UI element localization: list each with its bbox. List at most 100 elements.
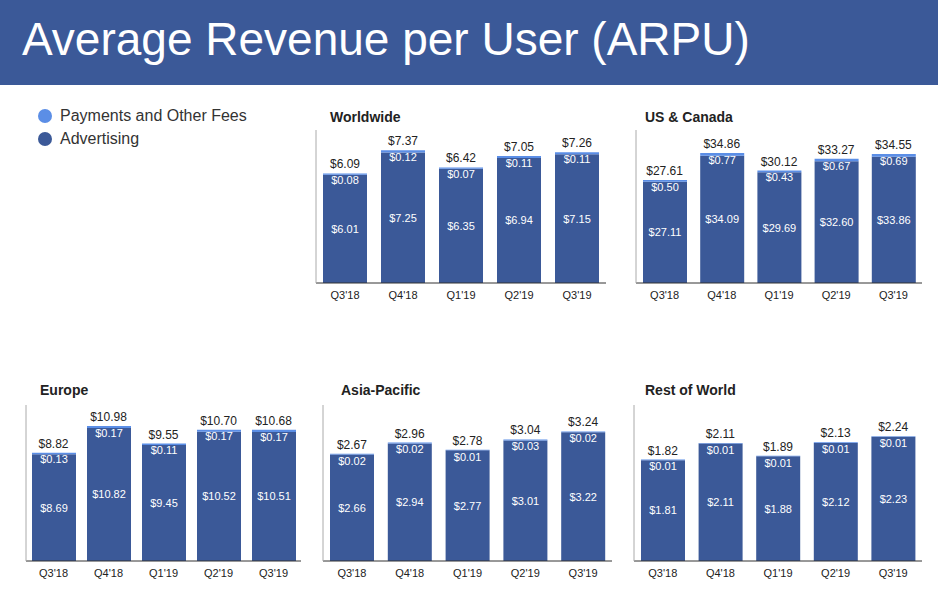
svg-text:$3.22: $3.22 [569,491,597,503]
svg-text:$6.94: $6.94 [505,214,533,226]
svg-text:$7.15: $7.15 [563,213,591,225]
svg-text:$0.69: $0.69 [880,155,908,167]
svg-text:$0.11: $0.11 [564,153,591,165]
svg-text:$0.01: $0.01 [649,460,677,472]
svg-text:$0.50: $0.50 [651,181,679,193]
svg-text:$27.61: $27.61 [646,164,683,178]
svg-text:$2.13: $2.13 [821,426,851,440]
svg-text:Q2'19: Q2'19 [821,567,850,579]
svg-text:$0.03: $0.03 [512,440,540,452]
svg-text:Q1'19: Q1'19 [446,289,475,301]
svg-text:Q4'18: Q4'18 [706,567,735,579]
svg-text:Q4'18: Q4'18 [94,567,123,579]
svg-text:$0.11: $0.11 [506,157,533,169]
svg-text:$3.04: $3.04 [510,423,540,437]
svg-text:Q3'18: Q3'18 [650,289,679,301]
svg-text:$9.45: $9.45 [150,497,178,509]
svg-text:$3.24: $3.24 [568,415,598,429]
svg-text:$0.07: $0.07 [447,168,475,180]
svg-text:Q3'18: Q3'18 [337,567,366,579]
svg-text:$2.24: $2.24 [878,420,908,434]
svg-text:$6.35: $6.35 [447,220,475,232]
svg-text:Q1'19: Q1'19 [764,289,793,301]
svg-text:Q2'19: Q2'19 [822,289,851,301]
svg-text:Q3'18: Q3'18 [648,567,677,579]
svg-text:$8.69: $8.69 [40,502,68,514]
svg-text:Q3'19: Q3'19 [879,289,908,301]
svg-text:Q2'19: Q2'19 [504,289,533,301]
svg-text:Q4'18: Q4'18 [395,567,424,579]
svg-text:$1.82: $1.82 [648,444,678,458]
svg-text:Q1'19: Q1'19 [453,567,482,579]
svg-text:$0.13: $0.13 [40,453,68,465]
svg-text:Q3'18: Q3'18 [39,567,68,579]
svg-text:Q2'19: Q2'19 [511,567,540,579]
svg-text:$3.01: $3.01 [512,495,540,507]
svg-text:$7.05: $7.05 [504,140,534,154]
svg-text:$10.98: $10.98 [90,410,127,424]
svg-text:$34.09: $34.09 [705,213,739,225]
svg-text:$0.01: $0.01 [764,457,792,469]
svg-text:$2.77: $2.77 [454,500,482,512]
svg-text:$10.70: $10.70 [200,414,237,428]
svg-text:Q3'19: Q3'19 [259,567,288,579]
svg-text:$0.01: $0.01 [707,444,735,456]
svg-text:Q3'19: Q3'19 [569,567,598,579]
svg-text:$0.01: $0.01 [880,437,908,449]
svg-text:$0.12: $0.12 [389,151,417,163]
svg-text:$7.37: $7.37 [388,134,418,148]
svg-text:$29.69: $29.69 [763,222,797,234]
svg-text:Q1'19: Q1'19 [763,567,792,579]
svg-text:$34.55: $34.55 [875,138,912,152]
svg-text:$30.12: $30.12 [761,155,798,169]
svg-text:$0.43: $0.43 [766,171,794,183]
svg-text:$0.77: $0.77 [708,154,736,166]
svg-text:$0.01: $0.01 [454,451,482,463]
svg-text:$2.12: $2.12 [822,496,850,508]
svg-text:$33.86: $33.86 [877,214,911,226]
svg-text:$34.86: $34.86 [703,137,740,151]
svg-text:$2.66: $2.66 [338,502,366,514]
svg-text:$27.11: $27.11 [649,226,682,238]
svg-text:Q3'18: Q3'18 [330,289,359,301]
svg-text:$9.55: $9.55 [148,428,178,442]
svg-text:$6.42: $6.42 [446,151,476,165]
svg-text:$2.94: $2.94 [396,496,424,508]
svg-text:$6.01: $6.01 [331,223,359,235]
svg-text:$10.51: $10.51 [257,490,291,502]
svg-text:Q4'18: Q4'18 [707,289,736,301]
svg-text:$0.08: $0.08 [331,174,359,186]
svg-text:$0.17: $0.17 [260,431,288,443]
svg-text:$10.82: $10.82 [92,488,126,500]
svg-text:$2.11: $2.11 [707,496,734,508]
svg-text:$10.68: $10.68 [255,414,292,428]
svg-text:$0.02: $0.02 [569,432,597,444]
svg-text:$6.09: $6.09 [330,157,360,171]
svg-text:Q3'19: Q3'19 [879,567,908,579]
svg-text:$33.27: $33.27 [818,143,855,157]
svg-text:$2.96: $2.96 [395,427,425,441]
svg-text:Q2'19: Q2'19 [204,567,233,579]
svg-text:$7.26: $7.26 [562,136,592,150]
svg-text:$2.23: $2.23 [880,493,908,505]
svg-text:Q4'18: Q4'18 [388,289,417,301]
svg-text:$10.52: $10.52 [202,490,236,502]
svg-text:$2.78: $2.78 [452,434,482,448]
svg-text:$0.17: $0.17 [95,427,123,439]
svg-text:$1.89: $1.89 [763,440,793,454]
svg-text:$2.67: $2.67 [337,438,367,452]
svg-text:$0.02: $0.02 [396,443,424,455]
svg-text:$7.25: $7.25 [389,212,417,224]
svg-text:$8.82: $8.82 [38,437,68,451]
svg-text:$1.88: $1.88 [764,503,792,515]
svg-text:Q1'19: Q1'19 [149,567,178,579]
svg-text:$0.11: $0.11 [151,444,178,456]
svg-text:$0.02: $0.02 [338,455,366,467]
svg-text:Q3'19: Q3'19 [562,289,591,301]
svg-text:$32.60: $32.60 [820,216,854,228]
svg-text:$0.67: $0.67 [823,160,851,172]
svg-text:$0.01: $0.01 [822,443,850,455]
svg-text:$0.17: $0.17 [205,430,233,442]
svg-text:$2.11: $2.11 [706,427,735,441]
svg-text:$1.81: $1.81 [649,504,677,516]
